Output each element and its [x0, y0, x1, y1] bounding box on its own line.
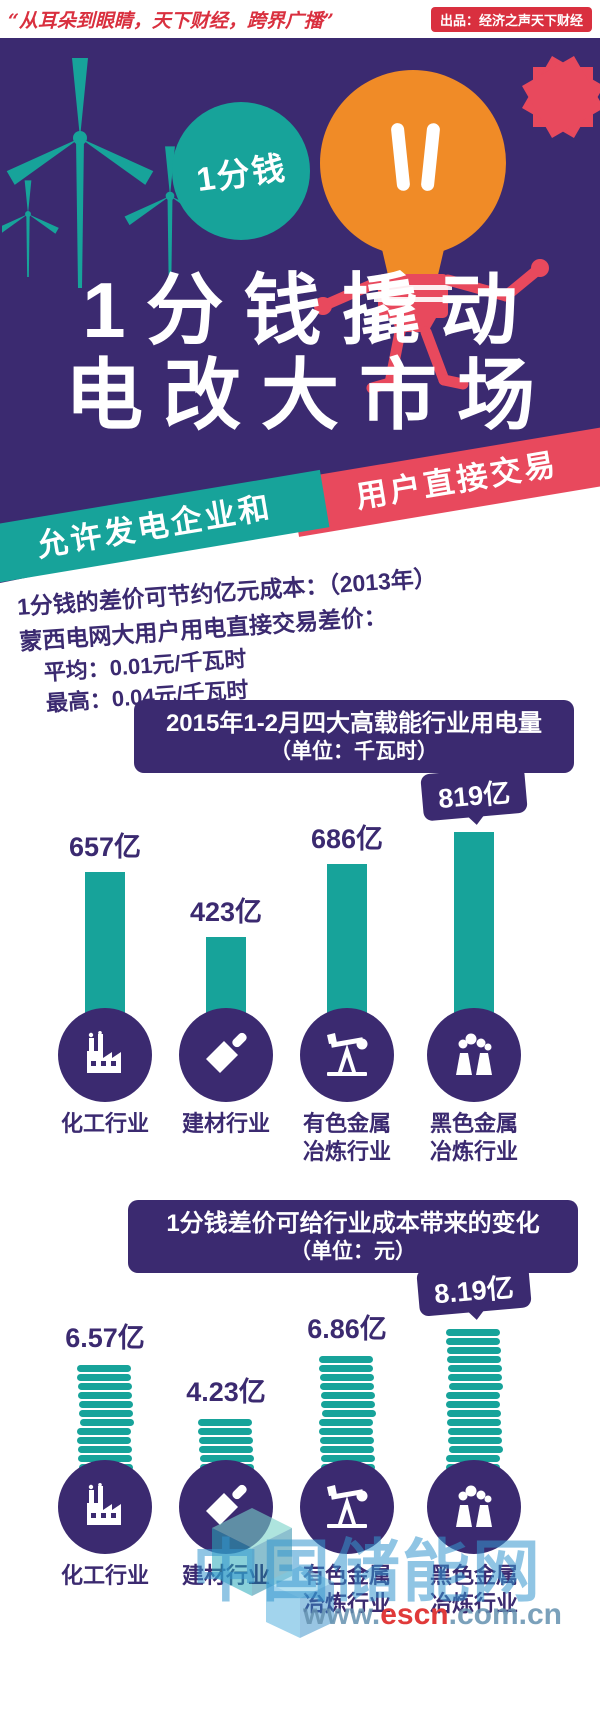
bar-value-label: 686亿 — [310, 824, 384, 854]
starburst-icon — [520, 54, 600, 140]
hero-section: 1分钱 1分钱撬动 电改大市场 — [0, 38, 600, 583]
category-label: 黑色金属 冶炼行业 — [429, 1111, 518, 1164]
pumpjack-icon — [300, 1460, 394, 1554]
header-slogan: “从耳朵到眼睛，天下财经，跨界广播” — [8, 9, 334, 32]
factory-icon — [58, 1460, 152, 1554]
trowel-icon — [179, 1008, 273, 1102]
header-bar: “从耳朵到眼睛，天下财经，跨界广播” 出品：经济之声天下财经 — [0, 0, 600, 38]
factory-icon — [58, 1008, 152, 1102]
bar-value-label: 4.23亿 — [186, 1377, 266, 1407]
steel-plant-icon — [427, 1460, 521, 1554]
category-label: 建材行业 — [181, 1111, 270, 1136]
url-suffix: .com.cn — [448, 1598, 562, 1631]
chart-electricity-usage: 657亿 化工行业 423亿 建材行业 686亿 — [0, 765, 600, 1180]
chart2-title-banner: 1分钱差价可给行业成本带来的变化 （单位：元） — [128, 1200, 578, 1274]
bar-value-label: 423亿 — [189, 897, 263, 927]
watermark-brand: 中国储能网 — [192, 1534, 543, 1610]
chart1-subtitle: （单位：千瓦时） — [270, 740, 438, 764]
chart2-subtitle: （单位：元） — [290, 1240, 416, 1264]
category-label: 黑色金属 冶炼行业 — [429, 1563, 518, 1616]
main-title-line2: 电改大市场 — [64, 351, 555, 439]
chart1-column-nonferrous: 686亿 有色金属 冶炼行业 — [281, 770, 413, 1165]
steel-plant-icon — [427, 1008, 521, 1102]
chart1-title: 2015年1-2月四大高载能行业用电量 — [165, 710, 543, 737]
chart2-column-ferrous: 8.19亿 黑色金属 冶炼行业 — [408, 1260, 540, 1617]
producer-badge: 出品：经济之声天下财经 — [430, 6, 592, 32]
light-bulb-icon — [314, 70, 549, 394]
chart2-title: 1分钱差价可给行业成本带来的变化 — [166, 1210, 540, 1237]
one-cent-circle-badge: 1分钱 — [172, 102, 310, 240]
chart2-column-chemical: 6.57亿 化工行业 — [39, 1278, 171, 1590]
main-title-line1: 1分钱撬动 — [82, 266, 538, 354]
bar-value-label: 6.57亿 — [65, 1323, 145, 1353]
watermark-url: www.escn.com.cn — [290, 1598, 562, 1632]
category-label: 化工行业 — [60, 1111, 149, 1136]
highlight-value-badge: 819亿 — [420, 765, 528, 822]
pumpjack-icon — [300, 1008, 394, 1102]
category-label: 化工行业 — [60, 1563, 149, 1588]
url-prefix: www. — [303, 1598, 381, 1631]
chart1-title-banner: 2015年1-2月四大高载能行业用电量 （单位：千瓦时） — [134, 700, 574, 774]
intro-text-block: 1分钱的差价可节约亿元成本：（2013年） 蒙西电网大用户用电直接交易差价： 平… — [16, 551, 590, 722]
bar-value-label: 657亿 — [68, 832, 142, 862]
url-highlight: escn — [380, 1598, 449, 1631]
chart1-column-ferrous: 819亿 黑色金属 冶炼行业 — [408, 765, 540, 1165]
bar-value-label: 6.86亿 — [307, 1314, 387, 1344]
chart1-column-chemical: 657亿 化工行业 — [39, 770, 171, 1138]
chart1-column-building-materials: 423亿 建材行业 — [160, 770, 292, 1138]
category-label: 有色金属 冶炼行业 — [302, 1111, 391, 1164]
one-cent-label: 1分钱 — [194, 148, 289, 199]
watermark-cubes-icon — [212, 1508, 334, 1638]
